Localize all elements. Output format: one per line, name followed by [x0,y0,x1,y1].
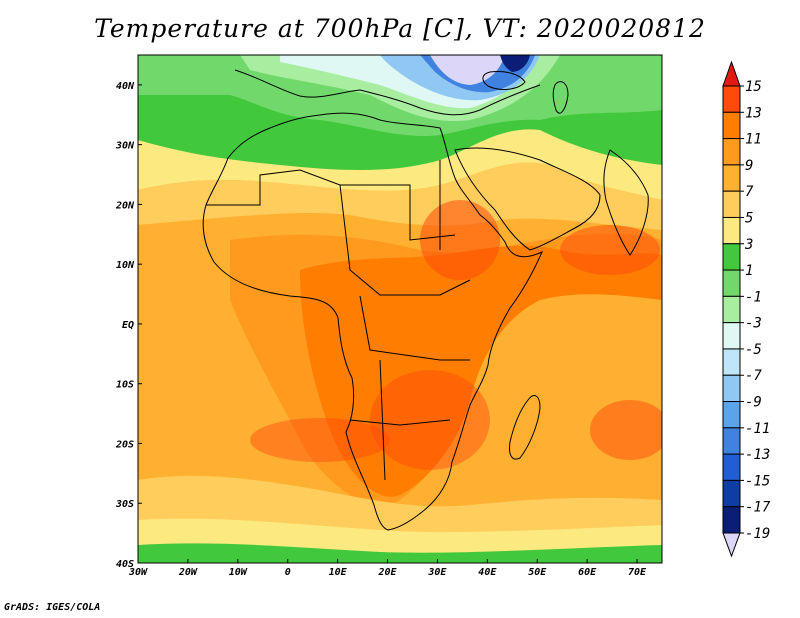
colorbar-swatch [722,216,741,245]
colorbar-label: 3 [744,237,753,253]
lon-tick-label: 10E [329,567,348,578]
colorbar-label: 9 [745,158,753,174]
colorbar-label: -5 [745,342,762,358]
colorbar-bottom-arrow [722,532,741,558]
lon-tick-label: 10W [229,567,248,578]
colorbar-swatch [722,374,741,403]
lat-tick-label: 30S [115,499,134,510]
colorbar-label: -11 [745,421,770,437]
plot-frame [137,54,663,564]
lon-tick-label: 0 [285,567,291,578]
colorbar-label: -3 [745,316,762,332]
colorbar-swatch [722,322,741,350]
colorbar-swatch [722,269,741,297]
temperature-field [138,55,662,563]
lat-tick-label: 10N [116,260,135,271]
colorbar-label: -19 [745,526,770,542]
colorbar-swatch [722,164,741,192]
colorbar-label: 13 [745,105,762,121]
colorbar-swatch [722,479,741,508]
colorbar-swatch [722,295,741,324]
colorbar-label: 5 [745,210,753,226]
colorbar-label: -17 [745,500,771,516]
colorbar-swatch [722,138,741,166]
coastlines [202,69,649,531]
colorbar-swatch [722,427,741,455]
colorbar-top-arrow [722,60,741,87]
colorbar-label: 1 [745,263,753,279]
colorbar-swatch [722,506,741,534]
lat-tick-label: 10S [116,380,134,391]
colorbar-swatch [722,348,741,376]
lon-tick-label: 70E [628,567,647,578]
map-title: Temperature at 700hPa [C], VT: 202002081… [94,14,706,43]
lon-tick-label: 20W [178,567,198,578]
colorbar-label: 15 [745,79,762,95]
longitude-axis: 30W 20W 10W 0 10E 20E 30E 40E 50E 60E 70E [128,559,647,578]
colorbar-swatch [722,111,741,140]
colorbar-label: 7 [745,184,754,200]
lon-tick-label: 50E [528,567,547,578]
lon-tick-label: 60E [578,567,597,578]
credit-text: GrADS: IGES/COLA [4,602,101,613]
colorbar-label: 11 [745,132,762,148]
lon-tick-label: 40E [478,567,497,578]
colorbar-label: -13 [745,447,770,463]
lon-tick-label: 30W [128,567,148,578]
colorbar-label: -15 [745,473,770,489]
colorbar: 15 13 11 9 7 5 3 1 -1 -3 -5 -7 -9 -11 -13 -15 -17 -19 [722,60,771,558]
colorbar-swatch [722,190,741,218]
lon-tick-label: 20E [377,567,397,578]
colorbar-swatch [722,401,741,429]
lat-tick-label: EQ [122,320,134,331]
lat-tick-label: 20N [115,200,135,211]
colorbar-swatch [722,243,741,271]
colorbar-label: -7 [745,368,762,384]
colorbar-swatch [722,85,741,113]
colorbar-label: -1 [745,289,762,305]
lat-tick-label: 40N [116,81,135,92]
colorbar-swatch [722,453,741,481]
lat-tick-label: 20S [115,439,134,450]
lon-tick-label: 30E [427,567,447,578]
lat-tick-label: 30N [115,141,135,152]
colorbar-label: -9 [745,395,762,411]
latitude-axis: 40N 30N 20N 10N EQ 10S 20S 30S 40S [115,81,142,570]
lat-tick-label: 40S [116,559,134,570]
